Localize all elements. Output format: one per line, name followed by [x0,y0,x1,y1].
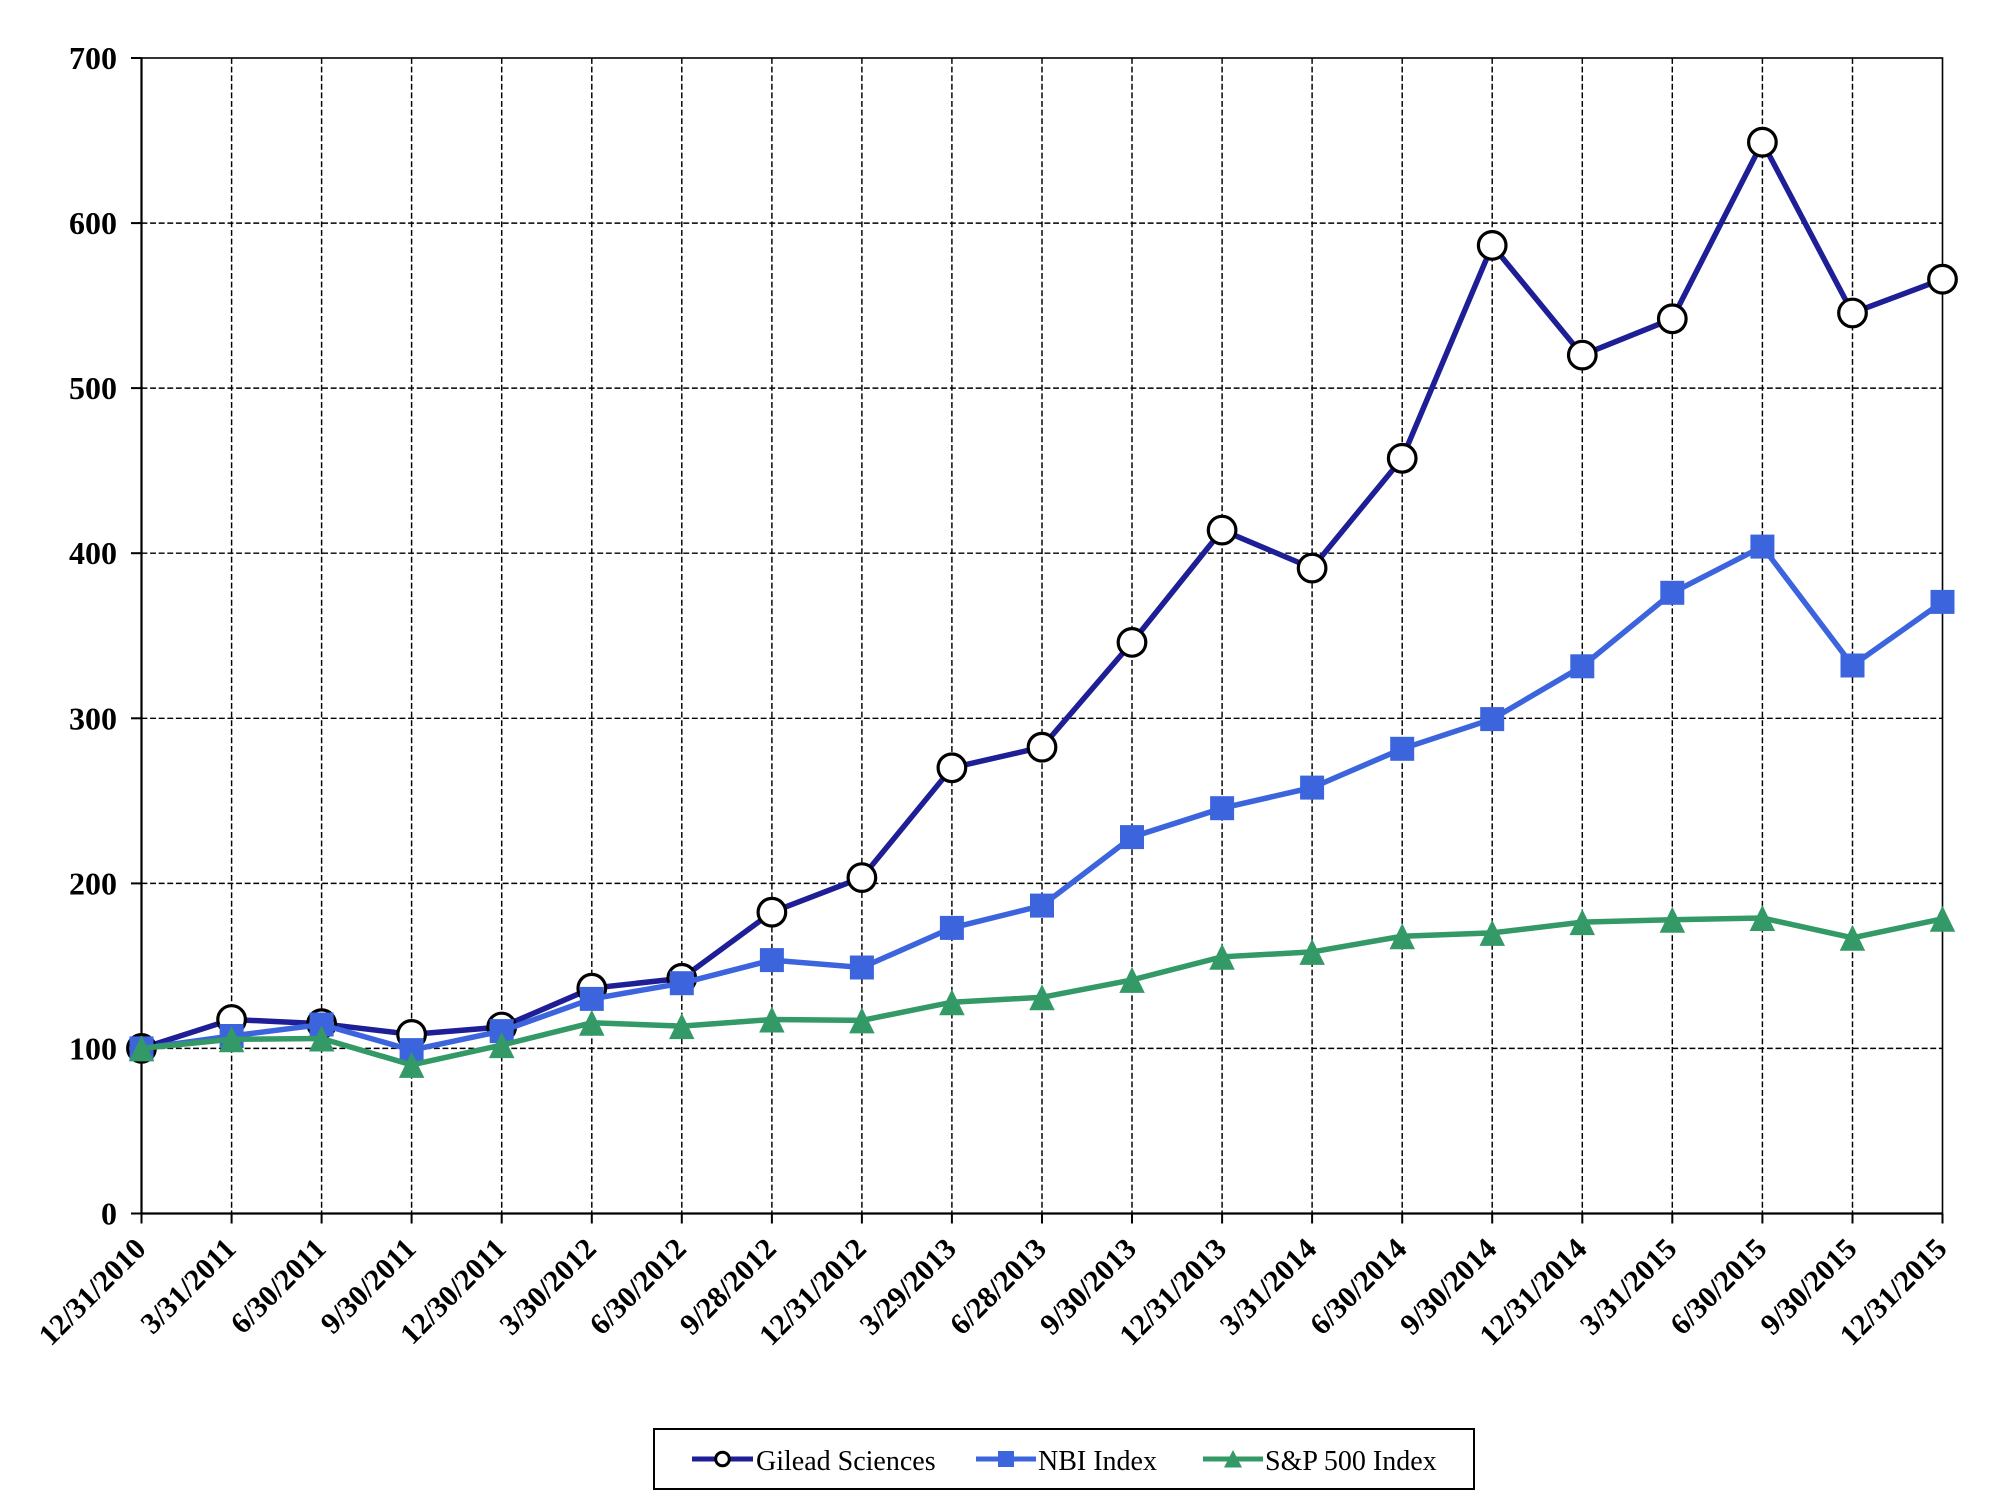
svg-text:NBI Index: NBI Index [1038,1446,1157,1477]
svg-text:500: 500 [69,370,117,406]
svg-text:300: 300 [69,700,117,736]
svg-text:400: 400 [69,535,117,571]
svg-text:200: 200 [69,865,117,901]
svg-text:S&P 500 Index: S&P 500 Index [1265,1446,1437,1477]
svg-text:Gilead Sciences: Gilead Sciences [756,1446,936,1477]
svg-text:100: 100 [69,1030,117,1066]
svg-text:600: 600 [69,205,117,241]
svg-text:700: 700 [69,40,117,76]
svg-text:0: 0 [101,1196,117,1232]
